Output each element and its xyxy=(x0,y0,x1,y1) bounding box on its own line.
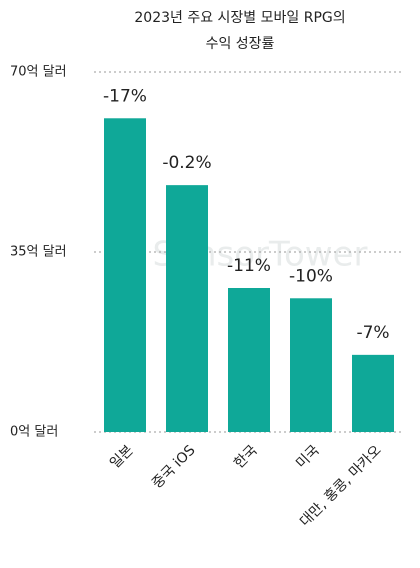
bar xyxy=(104,118,146,433)
y-tick-label: 70억 달러 xyxy=(10,65,67,80)
bar xyxy=(228,288,270,432)
bar-annotation: -10% xyxy=(289,266,333,286)
x-tick-label: 중국 iOS xyxy=(149,442,199,492)
x-tick-label: 일본 xyxy=(107,442,137,472)
bar-annotation: -0.2% xyxy=(162,153,211,173)
x-tick-label: 미국 xyxy=(293,442,323,472)
chart-title: 2023년 주요 시장별 모바일 RPG의 xyxy=(134,10,345,26)
y-tick-label: 0억 달러 xyxy=(10,425,58,440)
bar xyxy=(352,354,394,432)
bar-annotation: -11% xyxy=(227,256,271,276)
bar xyxy=(166,185,208,432)
bar-annotation: -17% xyxy=(103,86,147,106)
bar-annotation: -7% xyxy=(356,323,389,343)
x-tick-label: 한국 xyxy=(231,442,261,472)
bar xyxy=(290,298,332,432)
y-tick-label: 35억 달러 xyxy=(10,245,67,260)
chart-title: 수익 성장률 xyxy=(206,36,275,52)
